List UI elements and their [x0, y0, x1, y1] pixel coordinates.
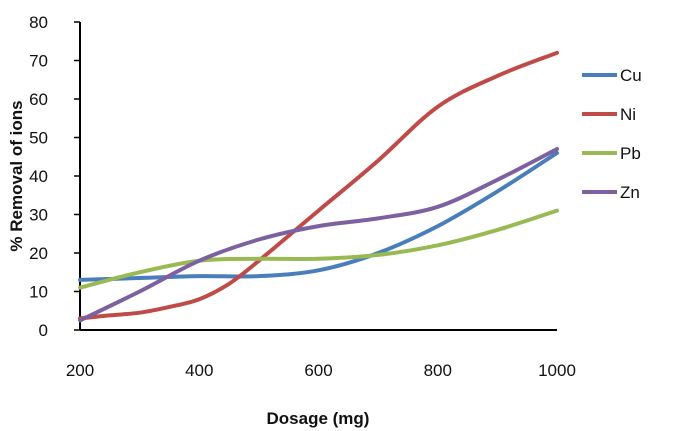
series-line-pb — [78, 208, 559, 290]
y-tick-label: 60 — [29, 90, 48, 109]
y-tick-label: 0 — [39, 321, 48, 340]
series-line-cu — [78, 150, 559, 282]
x-axis-title: Dosage (mg) — [267, 409, 370, 428]
x-tick-label: 400 — [185, 361, 213, 380]
y-tick-label: 20 — [29, 244, 48, 263]
series-layer — [78, 50, 559, 323]
series-line-ni — [78, 50, 559, 321]
legend: Cu Ni Pb Zn — [582, 66, 642, 202]
x-tick-label: 1000 — [538, 361, 576, 380]
legend-label-pb: Pb — [620, 144, 641, 163]
x-tick-label: 200 — [66, 361, 94, 380]
y-tick-label: 30 — [29, 206, 48, 225]
y-tick-label: 50 — [29, 129, 48, 148]
legend-label-zn: Zn — [620, 183, 640, 202]
y-tick-label: 40 — [29, 167, 48, 186]
y-tick-label: 70 — [29, 52, 48, 71]
y-tick-label: 10 — [29, 283, 48, 302]
legend-label-cu: Cu — [620, 66, 642, 85]
series-line-zn — [78, 147, 559, 323]
axes-layer: 0 10 20 30 40 50 60 70 80 200 400 600 800 1000 — [29, 13, 576, 380]
y-tick-label: 80 — [29, 13, 48, 32]
y-axis-title: % Removal of ions — [7, 100, 26, 251]
legend-label-ni: Ni — [620, 105, 636, 124]
x-tick-label: 800 — [424, 361, 452, 380]
x-tick-label: 600 — [304, 361, 332, 380]
